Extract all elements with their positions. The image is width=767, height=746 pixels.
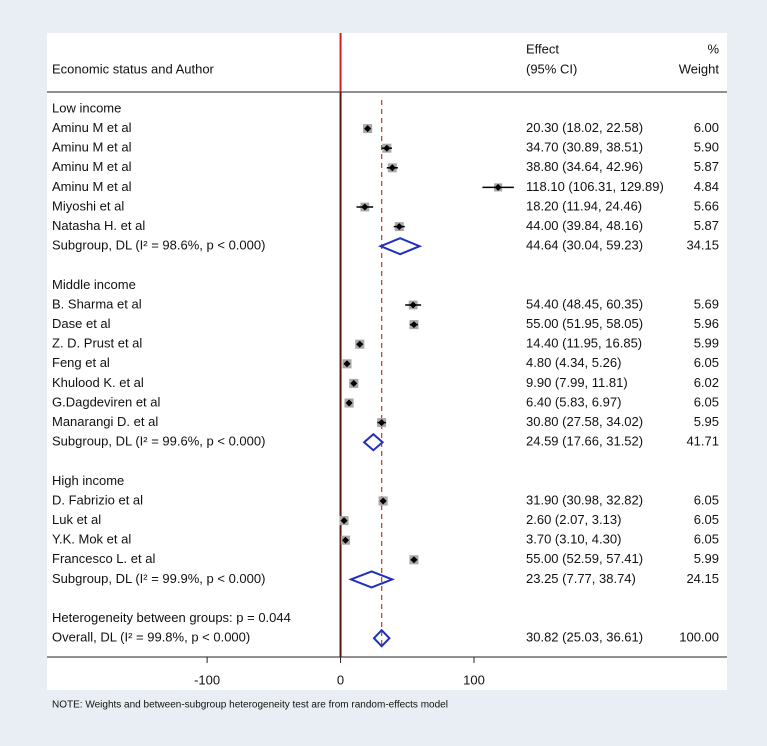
study-label: Aminu M et al (52, 159, 132, 174)
study-label: Dase et al (52, 316, 111, 331)
point-estimate (364, 125, 372, 133)
overall-label: Overall, DL (I² = 99.8%, p < 0.000) (52, 630, 250, 645)
effect-ci: 118.10 (106.31, 129.89) (526, 179, 664, 194)
study-label: Natasha H. et al (52, 218, 145, 233)
group-label: Low income (52, 100, 121, 115)
study-label: G.Dagdeviren et al (52, 394, 161, 409)
effect-ci: 38.80 (34.64, 42.96) (526, 159, 643, 174)
weight: 6.05 (694, 394, 719, 409)
subgroup-label: Subgroup, DL (I² = 99.6%, p < 0.000) (52, 434, 265, 449)
point-estimate (341, 536, 349, 544)
study-label: Luk et al (52, 512, 101, 527)
effect-ci: 24.59 (17.66, 31.52) (526, 434, 643, 449)
weight: 5.66 (694, 198, 719, 213)
effect-ci: 9.90 (7.99, 11.81) (526, 375, 628, 390)
point-estimate (395, 223, 403, 231)
weight: 100.00 (679, 630, 719, 645)
effect-ci: 31.90 (30.98, 32.82) (526, 492, 643, 507)
effect-ci: 34.70 (30.89, 38.51) (526, 140, 643, 155)
weight: 5.87 (694, 218, 719, 233)
study-label: Y.K. Mok et al (52, 532, 131, 547)
weight: 5.96 (694, 316, 719, 331)
effect-ci: 55.00 (52.59, 57.41) (526, 551, 643, 566)
study-label: Aminu M et al (52, 120, 132, 135)
point-estimate (340, 517, 348, 525)
effect-ci: 14.40 (11.95, 16.85) (526, 336, 642, 351)
effect-ci: 23.25 (7.77, 38.74) (526, 571, 636, 586)
point-estimate (343, 360, 351, 368)
study-label: Aminu M et al (52, 179, 132, 194)
effect-ci: 20.30 (18.02, 22.58) (526, 120, 643, 135)
point-estimate (410, 321, 418, 329)
point-estimate (378, 419, 386, 427)
weight: 6.05 (694, 355, 719, 370)
weight: 5.99 (694, 336, 719, 351)
x-tick-label: -100 (194, 672, 220, 687)
weight: 5.99 (694, 551, 719, 566)
weight: 5.69 (694, 296, 719, 311)
group-label: Middle income (52, 277, 136, 292)
point-estimate (345, 399, 353, 407)
column-header: (95% CI) (526, 61, 577, 76)
x-tick-label: 0 (337, 672, 344, 687)
effect-ci: 6.40 (5.83, 6.97) (526, 394, 621, 409)
group-label: High income (52, 473, 124, 488)
weight: 6.00 (694, 120, 719, 135)
point-estimate (388, 164, 396, 172)
study-label: B. Sharma et al (52, 296, 142, 311)
column-header: Economic status and Author (52, 61, 215, 76)
effect-ci: 44.00 (39.84, 48.16) (526, 218, 643, 233)
study-label: Feng et al (52, 355, 110, 370)
effect-ci: 3.70 (3.10, 4.30) (526, 532, 621, 547)
effect-ci: 4.80 (4.34, 5.26) (526, 355, 621, 370)
study-label: Manarangi D. et al (52, 414, 158, 429)
effect-ci: 30.82 (25.03, 36.61) (526, 630, 643, 645)
point-estimate (383, 144, 391, 152)
effect-ci: 55.00 (51.95, 58.05) (526, 316, 643, 331)
point-estimate (356, 340, 364, 348)
weight: 24.15 (686, 571, 719, 586)
weight: 4.84 (694, 179, 719, 194)
weight: 5.87 (694, 159, 719, 174)
pooled-diamond (362, 432, 385, 452)
column-header: Weight (679, 61, 720, 76)
weight: 6.05 (694, 512, 719, 527)
weight: 6.05 (694, 492, 719, 507)
weight: 34.15 (686, 238, 719, 253)
point-estimate (494, 183, 502, 191)
subgroup-label: Subgroup, DL (I² = 98.6%, p < 0.000) (52, 238, 265, 253)
effect-ci: 30.80 (27.58, 34.02) (526, 414, 643, 429)
subgroup-label: Subgroup, DL (I² = 99.9%, p < 0.000) (52, 571, 265, 586)
weight: 6.05 (694, 532, 719, 547)
effect-ci: 2.60 (2.07, 3.13) (526, 512, 621, 527)
column-header: % (707, 41, 719, 56)
point-estimate (409, 301, 417, 309)
effect-ci: 18.20 (11.94, 24.46) (526, 198, 642, 213)
heterogeneity: Heterogeneity between groups: p = 0.044 (52, 610, 291, 625)
pooled-diamond (378, 237, 423, 256)
effect-ci: 44.64 (30.04, 59.23) (526, 238, 643, 253)
study-label: Miyoshi et al (52, 198, 124, 213)
point-estimate (350, 379, 358, 387)
study-label: Z. D. Prust et al (52, 336, 142, 351)
study-label: D. Fabrizio et al (52, 492, 143, 507)
point-estimate (410, 556, 418, 564)
study-label: Aminu M et al (52, 140, 132, 155)
weight: 5.95 (694, 414, 719, 429)
weight: 6.02 (694, 375, 719, 390)
study-label: Khulood K. et al (52, 375, 144, 390)
weight: 41.71 (686, 434, 719, 449)
point-estimate (361, 203, 369, 211)
note: NOTE: Weights and between-subgroup heter… (52, 700, 448, 711)
study-label: Francesco L. et al (52, 551, 155, 566)
effect-ci: 54.40 (48.45, 60.35) (526, 296, 643, 311)
x-tick-label: 100 (463, 672, 485, 687)
pooled-diamond (372, 628, 391, 648)
pooled-diamond (348, 570, 396, 589)
point-estimate (379, 497, 387, 505)
column-header: Effect (526, 41, 559, 56)
weight: 5.90 (694, 140, 719, 155)
